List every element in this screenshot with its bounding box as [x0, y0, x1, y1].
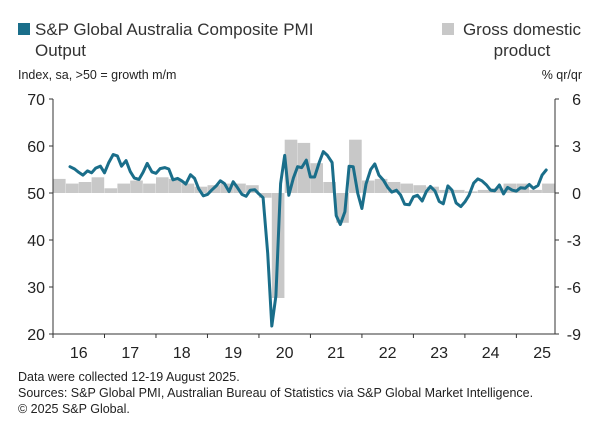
gdp-bar: [310, 163, 323, 193]
gdp-bar: [156, 177, 169, 193]
left-tick-label: 30: [27, 280, 45, 297]
legend-pmi: S&P Global Australia Composite PMI Outpu…: [18, 19, 365, 61]
footnote-collection: Data were collected 12-19 August 2025.: [18, 370, 240, 384]
gdp-bar: [297, 142, 311, 193]
footnote-sources: Sources: S&P Global PMI, Australian Bure…: [18, 386, 534, 400]
gdp-bar: [349, 139, 362, 193]
right-tick-label: -6: [567, 280, 581, 297]
legend-pmi-label: S&P Global Australia Composite PMI Outpu…: [35, 20, 314, 60]
gdp-bar: [413, 185, 426, 193]
footnotes: Data were collected 12-19 August 2025. S…: [18, 369, 533, 417]
tick-labels: 20 30 40 50 60 70 -9 -6 -3 0 3 6 16 17 18 19 20 21 22 23 24 2…: [27, 92, 581, 360]
left-tick-label: 70: [27, 92, 45, 109]
x-tick-label: 19: [224, 345, 242, 360]
gdp-bar: [542, 183, 555, 193]
gdp-bar: [143, 183, 156, 193]
x-tick-label: 18: [173, 345, 191, 360]
pmi-line: [68, 150, 548, 328]
gdp-bar: [91, 177, 105, 193]
gdp-bar: [168, 178, 182, 193]
legend-pmi-swatch: [18, 23, 30, 35]
x-tick-label: 17: [121, 345, 139, 360]
right-axis-unit: % qr/qr: [541, 68, 582, 82]
right-tick-label: 0: [572, 186, 581, 203]
gdp-bar: [104, 188, 118, 193]
legend-gdp-swatch: [442, 23, 454, 35]
left-tick-label: 20: [27, 327, 45, 344]
x-tick-label: 20: [276, 345, 294, 360]
gdp-bar: [477, 189, 491, 193]
gdp-bar: [529, 189, 542, 193]
x-tick-label: 25: [533, 345, 551, 360]
left-tick-label: 40: [27, 233, 45, 250]
gdp-bar: [258, 193, 272, 198]
gdp-bar: [452, 189, 465, 193]
left-tick-label: 50: [27, 186, 45, 203]
legend-gdp: Gross domestic product: [442, 19, 582, 61]
gdp-bar: [117, 183, 130, 193]
footnote-copyright: © 2025 S&P Global.: [18, 402, 130, 416]
axes: [49, 98, 559, 338]
gdp-bar: [400, 183, 414, 193]
gdp-bar: [78, 182, 92, 193]
left-tick-label: 60: [27, 139, 45, 156]
left-axis-unit: Index, sa, >50 = growth m/m: [18, 68, 177, 82]
x-tick-label: 24: [482, 345, 500, 360]
x-tick-label: 16: [70, 345, 88, 360]
right-tick-label: -3: [567, 233, 581, 250]
x-tick-label: 22: [379, 345, 397, 360]
right-tick-label: 6: [572, 92, 581, 109]
right-tick-label: -9: [567, 327, 581, 344]
gdp-bar: [387, 182, 401, 193]
gdp-bar: [130, 180, 143, 193]
right-tick-label: 3: [572, 139, 581, 156]
gdp-bar: [323, 182, 336, 193]
x-tick-label: 21: [327, 345, 345, 360]
gdp-bar: [490, 188, 504, 193]
gdp-bar: [53, 178, 66, 193]
gdp-bar: [65, 183, 79, 193]
gdp-bar: [181, 183, 195, 193]
chart-plot: 20 30 40 50 60 70 -9 -6 -3 0 3 6 16 17 18 19 20 21 22 23 24 2…: [27, 92, 581, 360]
legend-gdp-label: Gross domestic product: [462, 20, 582, 60]
x-tick-label: 23: [430, 345, 448, 360]
pmi-line-group: [68, 150, 548, 328]
